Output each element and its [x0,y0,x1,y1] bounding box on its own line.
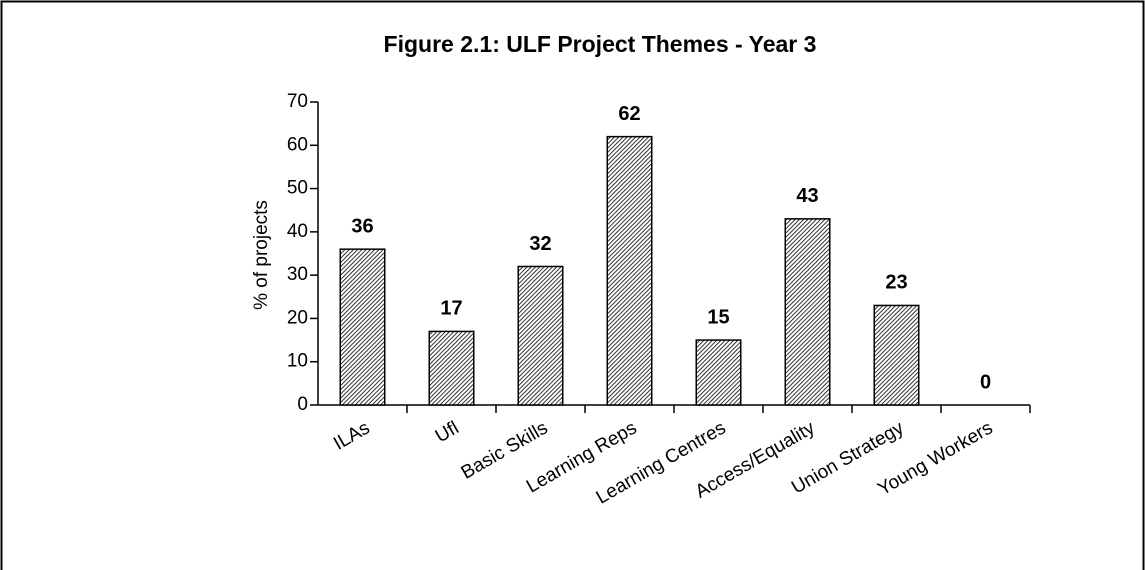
bar [428,330,475,406]
y-tick-label: 10 [287,351,308,372]
value-label: 43 [796,185,818,207]
y-tick-label: 60 [287,134,308,155]
x-tick-label: Ufl [432,417,463,447]
value-label: 23 [885,272,907,294]
y-tick-label: 30 [287,264,308,285]
value-label: 32 [529,233,551,255]
value-label: 36 [351,215,373,237]
bar [606,135,653,406]
value-label: 15 [707,306,729,328]
y-tick-label: 40 [287,221,308,242]
y-tick-label: 0 [297,394,308,415]
bar [517,265,564,406]
y-axis-label: % of projects [251,200,272,310]
value-label: 62 [618,103,640,125]
value-label: 17 [440,298,462,320]
chart-title: Figure 2.1: ULF Project Themes - Year 3 [384,31,817,57]
bar [873,304,920,406]
value-label: 0 [980,371,991,393]
y-tick-label: 70 [287,91,308,112]
y-tick-label: 50 [287,178,308,199]
y-tick-label: 20 [287,307,308,328]
bar [339,248,386,406]
bar [784,218,831,406]
bar [695,339,742,406]
x-tick-label: ILAs [330,417,373,454]
